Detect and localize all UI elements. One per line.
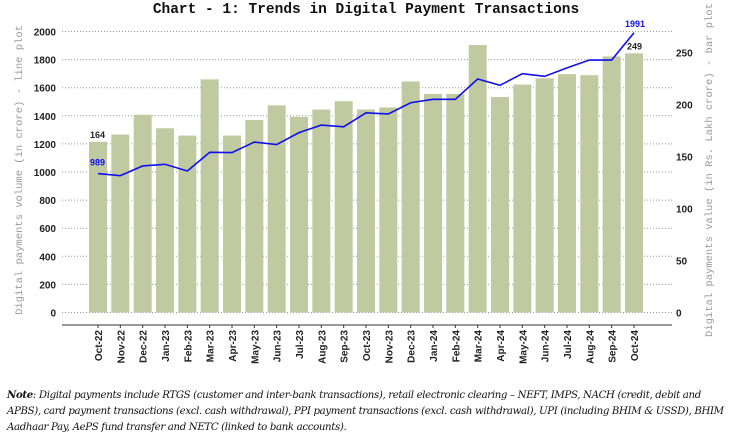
x-tick-label: May-24 xyxy=(518,330,529,364)
bar xyxy=(290,116,308,313)
left-tick-label: 400 xyxy=(39,252,56,263)
bar xyxy=(535,78,554,313)
volume-line xyxy=(97,32,635,177)
bar xyxy=(468,45,487,313)
chart: Chart - 1: Trends in Digital Payment Tra… xyxy=(14,2,716,364)
bar-data-label: 249 xyxy=(627,41,642,51)
left-tick-label: 0 xyxy=(50,309,56,320)
left-tick-label: 1600 xyxy=(34,84,57,95)
x-tick-label: Oct-22 xyxy=(94,330,105,362)
x-tick-label: Jan-24 xyxy=(429,330,440,362)
left-tick-label: 1800 xyxy=(34,56,57,67)
bar xyxy=(513,84,532,313)
x-tick-label: Feb-24 xyxy=(451,330,462,363)
x-tick-label: Aug-24 xyxy=(585,330,596,364)
line-data-label: 1991 xyxy=(625,19,645,29)
bar xyxy=(312,109,331,313)
x-tick-label: Apr-24 xyxy=(496,330,507,362)
left-tick-label: 1200 xyxy=(34,140,57,151)
bar xyxy=(245,119,264,313)
note-label: Note xyxy=(7,389,33,401)
left-tick-label: 2000 xyxy=(34,28,57,39)
x-tick-label: Dec-22 xyxy=(139,330,150,363)
right-tick-label: 200 xyxy=(676,100,693,111)
x-tick-label: Dec-23 xyxy=(407,330,418,363)
x-tick-label: Sep-24 xyxy=(608,330,619,363)
left-tick-label: 800 xyxy=(39,196,56,207)
bar xyxy=(446,93,465,313)
x-tick-label: Oct-23 xyxy=(362,330,373,362)
left-tick-label: 1400 xyxy=(34,112,57,123)
bar xyxy=(89,141,107,313)
x-tick-label: Jul-23 xyxy=(295,330,306,359)
bar xyxy=(580,75,599,313)
bar xyxy=(357,109,375,313)
x-tick-label: Nov-22 xyxy=(116,330,127,364)
bar xyxy=(156,128,174,313)
right-axis-title: Digital payments value (in Rs. Lakh cror… xyxy=(704,3,716,337)
bar xyxy=(558,74,576,313)
x-tick-label: Mar-23 xyxy=(206,330,217,363)
x-tick-label: Jul-24 xyxy=(563,330,574,359)
x-tick-label: Aug-23 xyxy=(317,330,328,364)
bar xyxy=(379,107,398,313)
bar xyxy=(223,135,241,313)
bar xyxy=(200,79,219,313)
bar xyxy=(625,53,643,313)
bar xyxy=(267,105,286,313)
x-tick-label: Mar-24 xyxy=(474,330,485,363)
line-series xyxy=(97,32,635,177)
bar xyxy=(602,56,621,313)
right-tick-label: 150 xyxy=(676,152,693,163)
bar xyxy=(401,81,420,313)
right-tick-label: 250 xyxy=(676,48,693,59)
chart-note: Note: Digital payments include RTGS (cus… xyxy=(7,387,729,436)
x-tick-label: Jan-23 xyxy=(161,330,172,362)
left-tick-label: 600 xyxy=(39,224,56,235)
x-tick-label: Oct-24 xyxy=(630,330,641,362)
x-tick-label: Apr-23 xyxy=(228,330,239,362)
x-tick-label: Feb-23 xyxy=(183,330,194,363)
x-tick-label: Jun-24 xyxy=(541,330,552,363)
x-tick-label: Sep-23 xyxy=(340,330,351,363)
x-tick-label: Nov-23 xyxy=(384,330,395,364)
right-tick-label: 100 xyxy=(676,204,693,215)
axes: 0 200 400 600 800 1000 1200 1400 1600 1800 2000 0 50… xyxy=(34,19,693,364)
bar xyxy=(491,97,509,313)
right-tick-label: 50 xyxy=(676,256,688,267)
x-tick-label: Jun-23 xyxy=(273,330,284,363)
x-tick-label: May-23 xyxy=(250,330,261,364)
bar xyxy=(334,101,353,313)
line-data-label: 989 xyxy=(90,158,105,168)
bar xyxy=(133,114,152,313)
bar-series xyxy=(89,45,643,313)
left-tick-label: 200 xyxy=(39,280,56,291)
chart-title: Chart - 1: Trends in Digital Payment Tra… xyxy=(153,2,579,18)
right-tick-label: 0 xyxy=(676,309,682,320)
bar-data-label: 164 xyxy=(90,130,105,140)
bar xyxy=(111,134,130,313)
bar xyxy=(178,135,197,313)
left-tick-label: 1000 xyxy=(34,168,57,179)
bar xyxy=(424,93,442,313)
left-axis-title: Digital payments volume (in crore) - lin… xyxy=(14,25,26,315)
note-text: : Digital payments include RTGS (custome… xyxy=(7,390,724,433)
